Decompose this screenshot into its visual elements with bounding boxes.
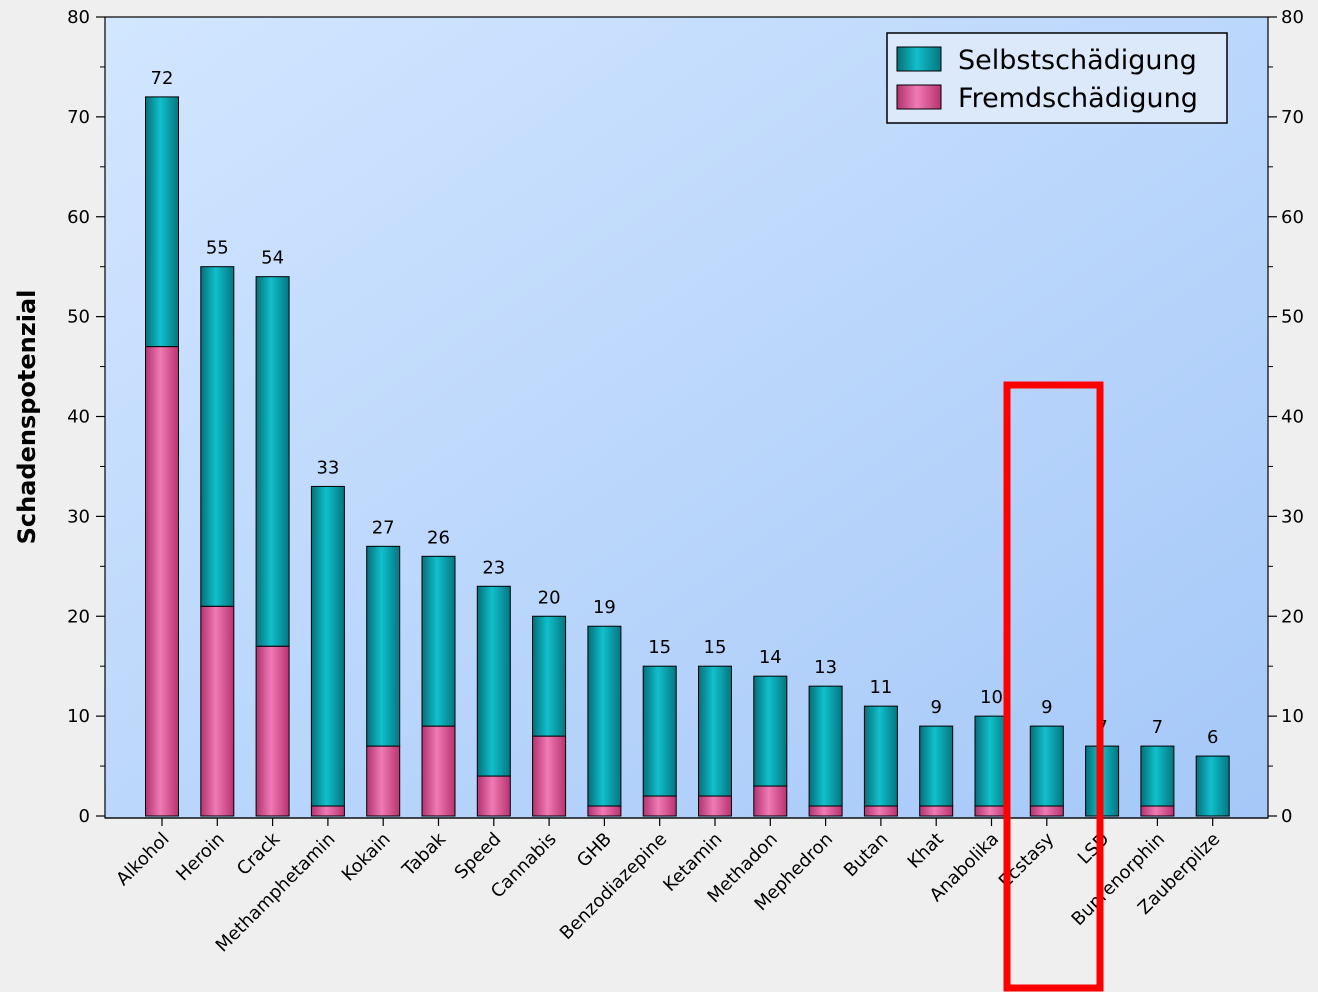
y-tick-label-right: 50 — [1281, 307, 1304, 328]
x-tick-label: Crack — [233, 828, 285, 880]
y-tick-label-left: 0 — [79, 806, 90, 827]
x-tick-label: Kokain — [338, 829, 395, 886]
bar-selbstschaedigung — [421, 555, 456, 727]
bar-fremdschaedigung — [698, 795, 732, 817]
value-label: 13 — [814, 657, 837, 678]
bar-selbstschaedigung — [642, 665, 677, 797]
bar-selbstschaedigung — [532, 615, 567, 737]
x-tick-label: Khat — [904, 829, 948, 873]
bar-fremdschaedigung — [476, 775, 511, 817]
x-tick-label: Speed — [451, 829, 506, 884]
bar-fremdschaedigung — [310, 805, 345, 817]
x-tick-label: Butan — [840, 829, 893, 882]
bar-fremdschaedigung — [366, 745, 401, 817]
bar-fremdschaedigung — [255, 645, 290, 817]
plot-area — [104, 16, 1269, 819]
bar-fremdschaedigung — [753, 785, 788, 817]
y-tick-label-right: 40 — [1281, 407, 1304, 428]
bar-fremdschaedigung — [974, 805, 1009, 817]
value-label: 7 — [1152, 717, 1163, 738]
bar-fremdschaedigung — [587, 805, 622, 817]
bar-selbstschaedigung — [255, 276, 290, 647]
legend-label-fremdschaedigung: Fremdschädigung — [958, 83, 1198, 114]
bar-fremdschaedigung — [808, 805, 843, 817]
legend-box — [886, 32, 1228, 124]
bar-fremdschaedigung — [1140, 805, 1175, 817]
value-label: 33 — [316, 457, 339, 478]
bar-selbstschaedigung — [476, 585, 511, 777]
bar-fremdschaedigung — [863, 805, 898, 817]
value-label: 11 — [869, 677, 892, 698]
bar-selbstschaedigung — [1140, 745, 1175, 807]
bar-selbstschaedigung — [863, 705, 898, 807]
x-tick-label: LSD — [1074, 829, 1114, 869]
y-tick-label-right: 60 — [1281, 207, 1304, 228]
y-tick-label-left: 60 — [67, 207, 90, 228]
bar-selbstschaedigung — [1029, 725, 1064, 807]
bar-selbstschaedigung — [310, 485, 345, 807]
bar-fremdschaedigung — [642, 795, 677, 817]
value-label: 26 — [427, 527, 450, 548]
bar-selbstschaedigung — [698, 665, 732, 797]
value-label: 55 — [206, 238, 229, 259]
value-label: 15 — [648, 637, 671, 658]
y-tick-label-left: 80 — [67, 7, 90, 28]
y-tick-label-right: 20 — [1281, 606, 1304, 627]
y-tick-label-right: 10 — [1281, 706, 1304, 727]
y-tick-label-left: 50 — [67, 307, 90, 328]
value-label: 6 — [1207, 727, 1218, 748]
legend: Selbstschädigung Fremdschädigung — [886, 32, 1228, 124]
value-label: 10 — [980, 687, 1003, 708]
value-label: 15 — [704, 637, 727, 658]
y-tick-label-left: 30 — [67, 506, 90, 527]
bar-fremdschaedigung — [421, 725, 456, 817]
y-tick-label-right: 80 — [1281, 7, 1304, 28]
highlight-box — [1003, 381, 1104, 992]
legend-label-selbstschaedigung: Selbstschädigung — [958, 45, 1197, 76]
value-label: 9 — [930, 697, 941, 718]
bar-selbstschaedigung — [145, 96, 179, 348]
bar-selbstschaedigung — [808, 685, 843, 807]
bar-selbstschaedigung — [587, 625, 622, 807]
value-label: 72 — [151, 68, 174, 89]
legend-swatch-fremdschaedigung — [896, 84, 942, 110]
bar-fremdschaedigung — [532, 735, 567, 817]
y-axis-label: Schadenspotenzial — [13, 290, 41, 545]
y-axis-right: 0 10 20 30 40 50 60 70 80 — [1268, 7, 1304, 827]
y-tick-label-right: 70 — [1281, 107, 1304, 128]
y-tick-label-right: 30 — [1281, 506, 1304, 527]
y-tick-label-left: 20 — [67, 606, 90, 627]
x-tick-label: GHB — [573, 829, 616, 872]
y-tick-label-right: 0 — [1281, 806, 1292, 827]
x-tick-label: Alkohol — [112, 829, 173, 890]
bar-fremdschaedigung — [145, 346, 179, 817]
x-tick-label: Tabak — [398, 828, 451, 881]
bars — [145, 96, 1230, 817]
bar-selbstschaedigung — [919, 725, 954, 807]
bar-selbstschaedigung — [753, 675, 788, 787]
y-tick-label-left: 40 — [67, 407, 90, 428]
value-label: 27 — [372, 517, 395, 538]
bar-selbstschaedigung — [366, 545, 401, 747]
value-label: 54 — [261, 248, 284, 269]
bar-selbstschaedigung — [974, 715, 1009, 807]
legend-swatch-selbstschaedigung — [896, 46, 942, 72]
value-label: 19 — [593, 597, 616, 618]
value-label: 23 — [482, 557, 505, 578]
x-tick-label: Benzodiazepine — [556, 829, 671, 944]
value-label: 20 — [538, 587, 561, 608]
bar-fremdschaedigung — [919, 805, 954, 817]
y-axis-left: 0 10 20 30 40 50 60 70 80 — [67, 7, 105, 827]
value-label: 14 — [759, 647, 782, 668]
bar-selbstschaedigung — [200, 266, 235, 607]
bar-selbstschaedigung — [1195, 755, 1230, 817]
value-label: 9 — [1041, 697, 1052, 718]
bar-fremdschaedigung — [1029, 805, 1064, 817]
y-tick-label-left: 10 — [67, 706, 90, 727]
y-tick-label-left: 70 — [67, 107, 90, 128]
x-tick-label: Heroin — [172, 829, 229, 886]
bar-fremdschaedigung — [200, 605, 235, 817]
